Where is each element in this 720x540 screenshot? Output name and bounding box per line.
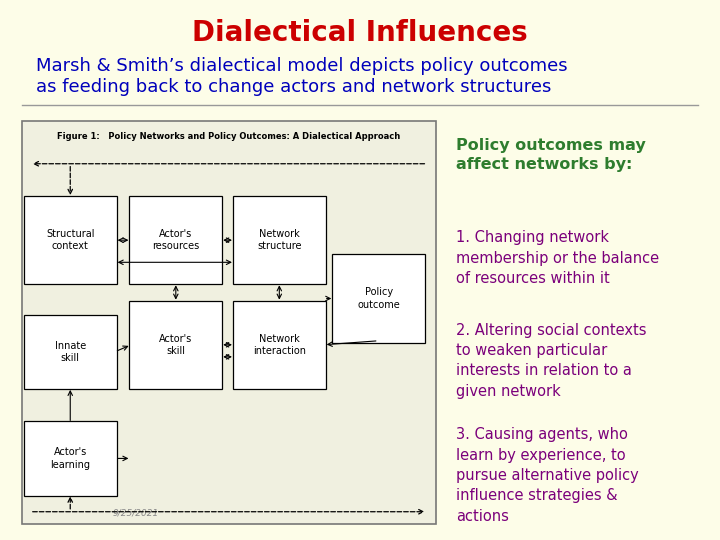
Text: as feeding back to change actors and network structures: as feeding back to change actors and net…	[36, 78, 552, 96]
Text: Actor's
resources: Actor's resources	[152, 229, 199, 252]
Text: 1. Changing network
membership or the balance
of resources within it: 1. Changing network membership or the ba…	[456, 230, 659, 286]
FancyBboxPatch shape	[24, 421, 117, 496]
Text: Marsh & Smith’s dialectical model depicts policy outcomes: Marsh & Smith’s dialectical model depict…	[36, 57, 567, 75]
Text: Network
interaction: Network interaction	[253, 334, 306, 356]
FancyBboxPatch shape	[332, 254, 426, 343]
Text: Policy
outcome: Policy outcome	[357, 287, 400, 310]
Text: 3. Causing agents, who
learn by experience, to
pursue alternative policy
influen: 3. Causing agents, who learn by experien…	[456, 427, 639, 524]
Text: Actor's
learning: Actor's learning	[50, 447, 90, 470]
Text: 9/25/2021: 9/25/2021	[112, 509, 159, 518]
Text: Innate
skill: Innate skill	[55, 341, 86, 363]
Text: Actor's
skill: Actor's skill	[159, 334, 192, 356]
FancyBboxPatch shape	[130, 196, 222, 285]
FancyBboxPatch shape	[233, 301, 326, 389]
FancyBboxPatch shape	[22, 122, 436, 524]
Text: Network
structure: Network structure	[257, 229, 302, 252]
Text: Structural
context: Structural context	[46, 229, 94, 252]
FancyBboxPatch shape	[130, 301, 222, 389]
FancyBboxPatch shape	[233, 196, 326, 285]
Text: Policy outcomes may
affect networks by:: Policy outcomes may affect networks by:	[456, 138, 646, 172]
Text: Dialectical Influences: Dialectical Influences	[192, 19, 528, 47]
FancyBboxPatch shape	[24, 196, 117, 285]
FancyBboxPatch shape	[24, 315, 117, 389]
Text: Figure 1:   Policy Networks and Policy Outcomes: A Dialectical Approach: Figure 1: Policy Networks and Policy Out…	[57, 132, 400, 140]
Text: 2. Altering social contexts
to weaken particular
interests in relation to a
give: 2. Altering social contexts to weaken pa…	[456, 322, 647, 399]
